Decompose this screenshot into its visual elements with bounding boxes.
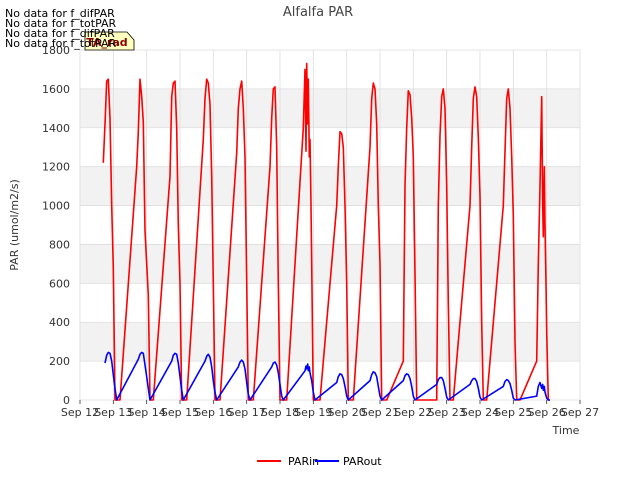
plot-bands <box>80 88 580 362</box>
ta-rad-badge: TA_rad <box>84 31 135 51</box>
series-line-parin <box>102 62 550 401</box>
chart-title: Alfalfa PAR <box>283 5 353 20</box>
y-axis-label: PAR (umol/m2/s) <box>8 179 21 271</box>
x-tick-label: Sep 24 <box>461 406 499 419</box>
y-tick-label: 200 <box>49 355 70 368</box>
y-tick-label: 1600 <box>42 83 70 96</box>
legend-label-parout: PARout <box>343 455 382 468</box>
y-tick-label: 0 <box>63 394 70 407</box>
badge-shape <box>84 31 135 51</box>
x-tick-label: Sep 16 <box>194 406 232 419</box>
y-tick-label: 600 <box>49 277 70 290</box>
legend: PARin PARout <box>257 455 382 468</box>
nodata-line: No data for f_difPAR <box>5 27 115 40</box>
plot-band <box>80 322 580 362</box>
legend-label-parin: PARin <box>288 455 319 468</box>
x-tick-label: Sep 22 <box>394 406 432 419</box>
nodata-line: No data for f_difPAR <box>5 7 115 20</box>
y-tick-label: 400 <box>49 316 70 329</box>
y-tick-label: 1800 <box>42 44 70 57</box>
nodata-line: No data for f_totPAR <box>5 17 117 30</box>
x-tick-label: Sep 13 <box>94 406 132 419</box>
nodata-line: No data for f_totPAR <box>5 37 117 50</box>
y-tick-label: 1000 <box>42 200 70 213</box>
x-tick-label: Sep 17 <box>228 406 266 419</box>
x-tick-label: Sep 14 <box>128 406 166 419</box>
badge-label: TA_rad <box>86 36 127 49</box>
x-tick-label: Sep 18 <box>261 406 299 419</box>
y-axis-ticks: 0 200 400 600 800 1000 1200 1400 1600 1800 <box>42 44 70 407</box>
y-tick-label: 800 <box>49 238 70 251</box>
y-tick-label: 1200 <box>42 161 70 174</box>
x-tick-label: Sep 15 <box>161 406 199 419</box>
x-tick-label: Sep 12 <box>61 406 99 419</box>
x-tick-label: Sep 25 <box>494 406 532 419</box>
x-tick-label: Sep 20 <box>328 406 366 419</box>
x-tick-label: Sep 19 <box>294 406 332 419</box>
y-tick-label: 1400 <box>42 122 70 135</box>
plot-band <box>80 88 580 128</box>
plot-band <box>80 166 580 206</box>
x-tick-label: Sep 21 <box>361 406 399 419</box>
x-tick-label: Sep 26 <box>528 406 566 419</box>
x-tick-label: Sep 27 <box>561 406 599 419</box>
x-tick-label: Sep 23 <box>428 406 466 419</box>
x-axis-label: Time <box>552 424 580 437</box>
series-group <box>102 62 550 401</box>
series-line-parout <box>104 351 550 401</box>
